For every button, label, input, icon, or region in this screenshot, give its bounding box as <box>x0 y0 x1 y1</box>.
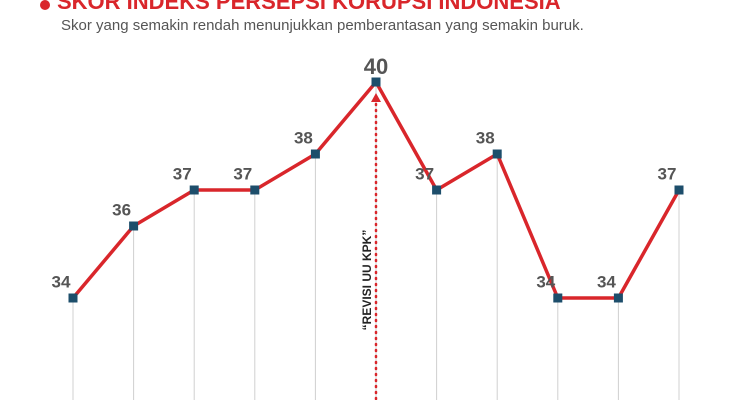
value-label: 34 <box>536 272 555 291</box>
marker <box>553 293 563 303</box>
value-label: 37 <box>415 164 434 183</box>
annotation-label: “REVISI UU KPK” <box>360 230 374 331</box>
marker <box>68 293 78 303</box>
value-label: 40 <box>364 54 388 79</box>
marker <box>250 185 260 195</box>
marker <box>371 77 381 87</box>
value-label: 38 <box>294 128 313 147</box>
value-label: 38 <box>476 128 495 147</box>
title-bullet <box>40 0 50 10</box>
marker <box>432 185 442 195</box>
marker <box>613 293 623 303</box>
marker <box>492 149 502 159</box>
annotation-arrow <box>371 93 381 102</box>
chart-title: SKOR INDEKS PERSEPSI KORUPSI INDONESIA <box>57 0 561 14</box>
marker <box>674 185 684 195</box>
value-label: 36 <box>112 200 131 219</box>
value-label: 37 <box>233 164 252 183</box>
value-label: 37 <box>658 164 677 183</box>
marker <box>310 149 320 159</box>
value-label: 34 <box>52 272 71 291</box>
chart-subtitle: Skor yang semakin rendah menunjukkan pem… <box>61 17 584 34</box>
value-label: 34 <box>597 272 616 291</box>
marker <box>129 221 139 231</box>
value-label: 37 <box>173 164 192 183</box>
marker <box>189 185 199 195</box>
